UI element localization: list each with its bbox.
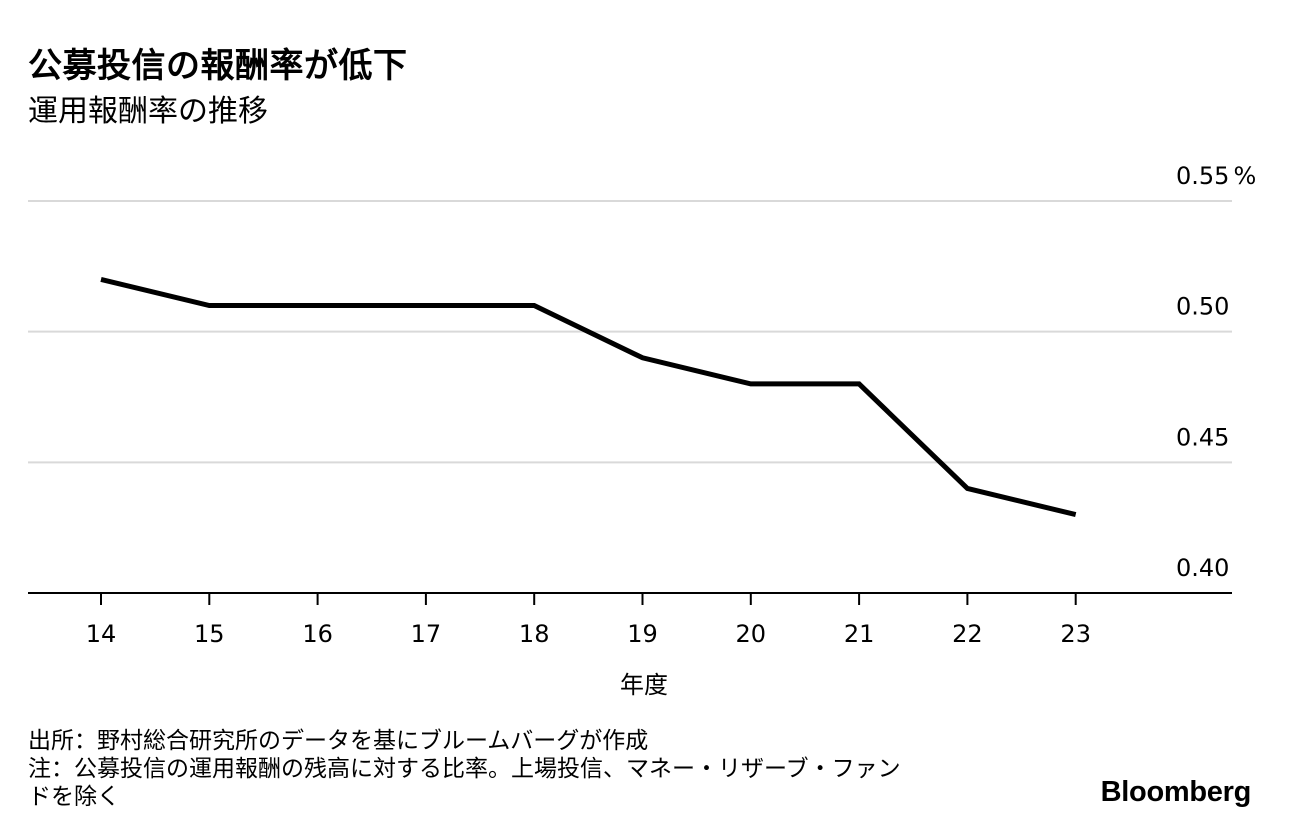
gridlines: [28, 200, 1232, 464]
footnote-line-1: 注：公募投信の運用報酬の残高に対する比率。上場投信、マネー・リザーブ・ファン: [28, 756, 901, 782]
x-tick-label: 22: [952, 620, 983, 648]
series-layer: [100, 276, 1077, 518]
chart-subtitle: 運用報酬率の推移: [28, 94, 268, 129]
x-tick-label: 18: [519, 620, 550, 648]
x-tick-label: 20: [736, 620, 767, 648]
y-tick-label: 0.45: [1176, 423, 1229, 451]
footnote-line-2: ドを除く: [28, 784, 120, 810]
x-tick-label: 14: [86, 620, 117, 648]
y-tick-label: 0.55%: [1176, 162, 1256, 190]
line-chart: 0.40 0.45 0.50 0.55% 14 15 16 17 18 19 20 21 22 23 年…: [28, 162, 1256, 699]
source-note: 出所：野村総合研究所のデータを基にブルームバーグが作成: [28, 728, 649, 754]
x-tick-label: 15: [194, 620, 225, 648]
chart-title: 公募投信の報酬率が低下: [28, 46, 408, 86]
x-tick-label: 16: [302, 620, 333, 648]
y-tick-label: 0.50: [1176, 293, 1229, 321]
bloomberg-logo: Bloomberg: [1100, 776, 1252, 808]
x-tick-label: 23: [1060, 620, 1091, 648]
x-axis-label: 年度: [620, 671, 668, 699]
x-tick-label: 17: [411, 620, 442, 648]
chart-notes: 出所：野村総合研究所のデータを基にブルームバーグが作成 注：公募投信の運用報酬の…: [28, 727, 1028, 811]
y-unit-label: %: [1233, 162, 1256, 190]
x-axis: 14 15 16 17 18 19 20 21 22 23: [28, 592, 1232, 648]
x-tick-label: 21: [844, 620, 875, 648]
series-line: [100, 276, 1077, 518]
y-tick-label: 0.40: [1176, 554, 1229, 582]
y-axis-ticks: 0.40 0.45 0.50 0.55%: [1176, 162, 1256, 582]
x-tick-label: 19: [627, 620, 658, 648]
